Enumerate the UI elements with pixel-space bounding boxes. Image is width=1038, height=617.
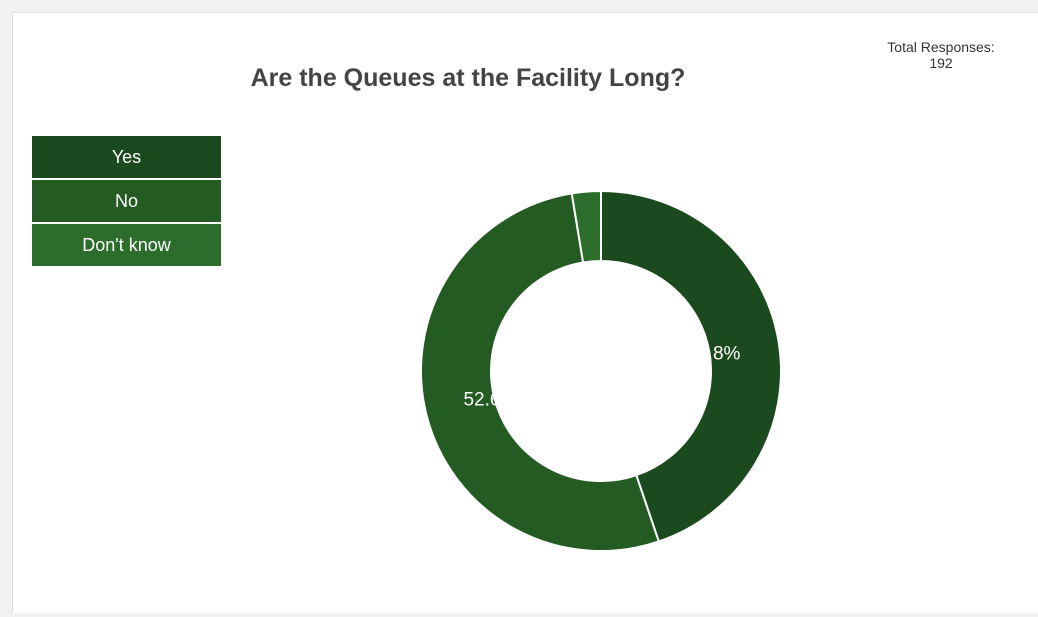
legend-item-dont-know[interactable]: Don't know <box>32 224 221 266</box>
chart-title: Are the Queues at the Facility Long? <box>250 64 686 92</box>
data-label-no: 52.6% <box>463 390 517 411</box>
data-label-yes: 44.8% <box>687 343 741 364</box>
donut-chart: 44.8% 52.6% <box>420 189 782 552</box>
donut-slice-yes[interactable] <box>600 189 782 543</box>
legend: Yes No Don't know <box>32 136 221 268</box>
legend-item-no[interactable]: No <box>32 180 221 222</box>
chart-card: Are the Queues at the Facility Long? Tot… <box>12 12 1038 613</box>
donut-slice-no[interactable] <box>420 192 661 552</box>
total-responses: Total Responses: 192 <box>851 39 1031 71</box>
donut-slice-don-t-know[interactable] <box>570 189 602 264</box>
total-responses-value: 192 <box>929 55 953 71</box>
total-responses-label: Total Responses: <box>887 39 995 55</box>
legend-item-yes[interactable]: Yes <box>32 136 221 178</box>
